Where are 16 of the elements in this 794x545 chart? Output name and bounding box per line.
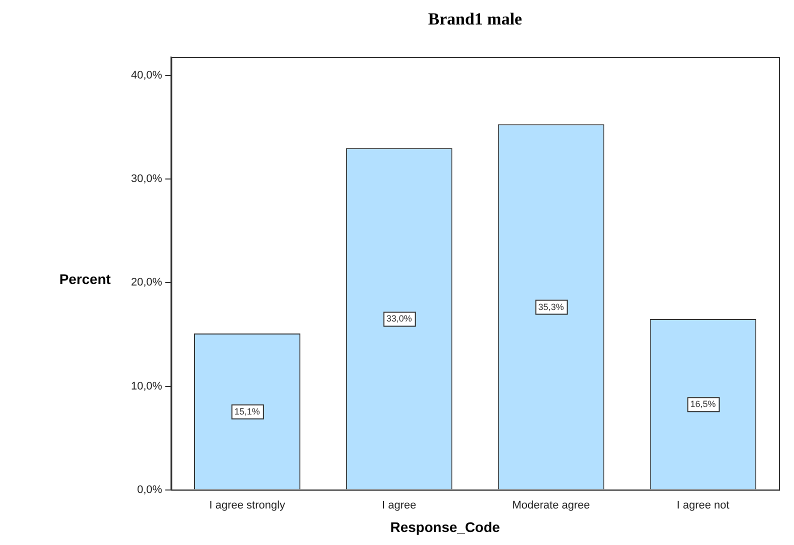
x-tick-label: I agree strongly bbox=[209, 499, 286, 512]
y-tick-label: 0,0% bbox=[137, 484, 162, 496]
x-tick-label: Moderate agree bbox=[512, 499, 590, 512]
y-tick-label: 10,0% bbox=[130, 380, 162, 392]
data-label: 33,0% bbox=[386, 314, 412, 324]
y-axis-title: Percent bbox=[59, 270, 112, 287]
y-tick-label: 20,0% bbox=[130, 276, 162, 289]
y-tick-label: 40,0% bbox=[130, 70, 162, 82]
data-label: 15,1% bbox=[234, 406, 260, 416]
data-label: 16,5% bbox=[690, 399, 716, 410]
x-axis-title: Response_Code bbox=[390, 518, 500, 535]
x-tick-label: I agree not bbox=[676, 499, 730, 512]
x-tick-label: I agree bbox=[382, 499, 416, 512]
data-label: 35,3% bbox=[538, 302, 564, 312]
y-tick-label: 30,0% bbox=[130, 173, 162, 186]
chart-title: Brand1 male bbox=[428, 9, 523, 28]
